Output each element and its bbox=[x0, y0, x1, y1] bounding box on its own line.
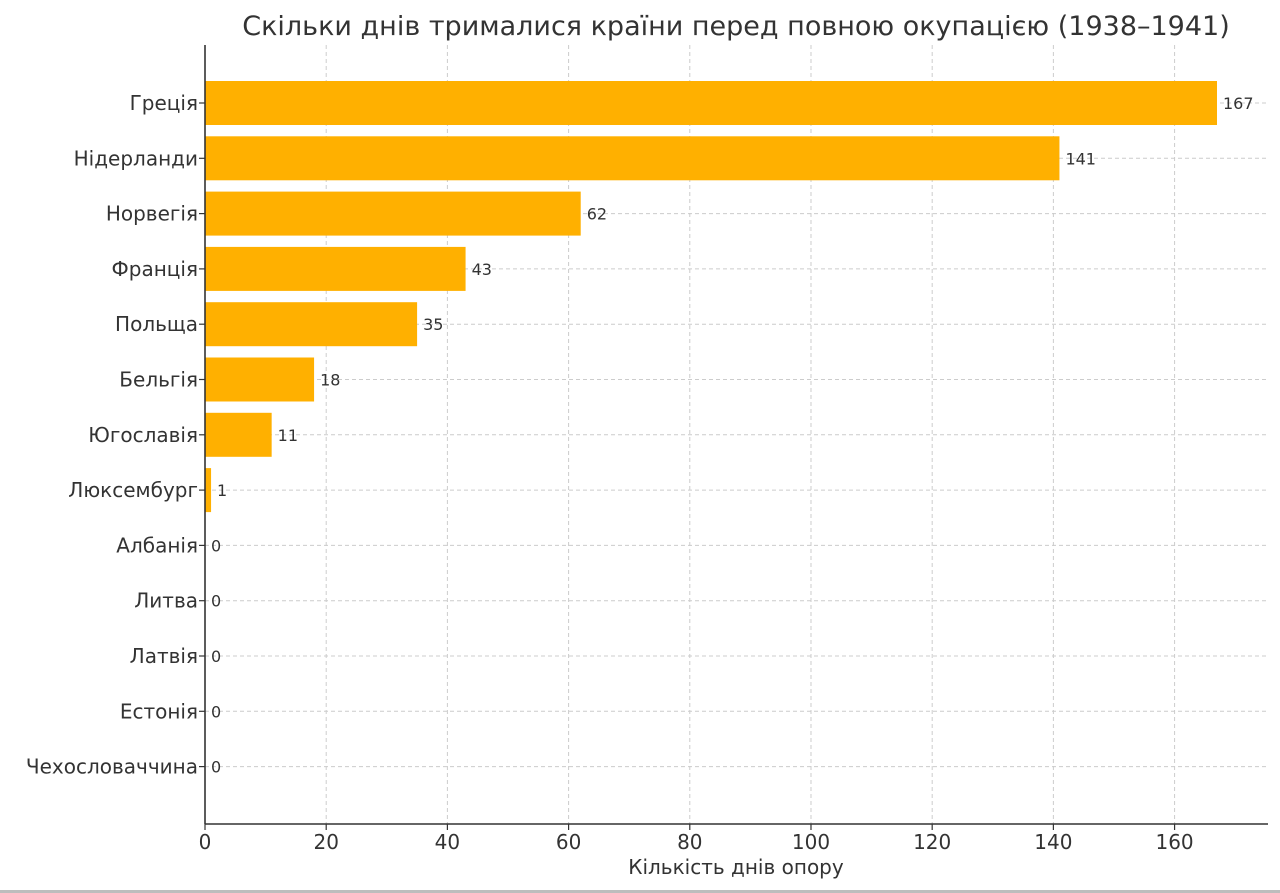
category-label: Франція bbox=[112, 257, 198, 281]
data-label: 0 bbox=[211, 758, 221, 777]
category-label: Латвія bbox=[130, 644, 198, 668]
data-label: 0 bbox=[211, 536, 221, 555]
x-tick-label: 0 bbox=[199, 830, 212, 854]
category-label: Норвегія bbox=[106, 202, 198, 226]
x-axis-label: Кількість днів опору bbox=[628, 855, 844, 879]
category-labels: Греція Нідерланди Норвегія Франція Польща Бел… bbox=[26, 91, 198, 779]
category-label: Естонія bbox=[120, 699, 198, 723]
bar bbox=[205, 191, 581, 236]
bars bbox=[205, 81, 1217, 513]
x-tick-label: 80 bbox=[677, 830, 702, 854]
x-tick-label: 140 bbox=[1034, 830, 1072, 854]
category-label: Албанія bbox=[116, 533, 198, 557]
bar bbox=[205, 81, 1217, 125]
bar bbox=[205, 246, 466, 291]
x-tick-label: 20 bbox=[313, 830, 338, 854]
data-label: 43 bbox=[472, 260, 492, 279]
x-tick-label: 60 bbox=[556, 830, 581, 854]
category-label: Чехословаччина bbox=[26, 755, 198, 779]
category-label: Греція bbox=[130, 91, 198, 115]
category-label: Нідерланди bbox=[74, 146, 198, 170]
category-label: Польща bbox=[115, 312, 198, 336]
category-label: Югославія bbox=[88, 423, 198, 447]
data-label: 141 bbox=[1065, 149, 1096, 168]
x-tick-label: 120 bbox=[913, 830, 951, 854]
data-label: 18 bbox=[320, 371, 340, 390]
x-tick-label: 100 bbox=[792, 830, 830, 854]
bar bbox=[205, 468, 212, 513]
bar bbox=[205, 136, 1060, 181]
x-tick-label: 160 bbox=[1155, 830, 1193, 854]
data-label: 35 bbox=[423, 315, 443, 334]
bottom-divider bbox=[0, 890, 1280, 893]
data-label: 0 bbox=[211, 702, 221, 721]
data-label: 167 bbox=[1223, 94, 1254, 113]
data-label: 0 bbox=[211, 647, 221, 666]
category-label: Люксембург bbox=[68, 478, 198, 502]
bar bbox=[205, 412, 272, 457]
data-label: 1 bbox=[217, 481, 227, 500]
category-label: Бельгія bbox=[119, 368, 198, 392]
x-tick-label: 40 bbox=[435, 830, 460, 854]
chart-title: Скільки днів трималися країни перед повн… bbox=[242, 11, 1230, 42]
bar bbox=[205, 357, 315, 402]
data-label: 11 bbox=[278, 426, 298, 445]
data-label: 0 bbox=[211, 592, 221, 611]
bar bbox=[205, 302, 418, 347]
x-ticks: 0 20 40 60 80 100 120 140 160 bbox=[199, 102, 1194, 854]
data-label: 62 bbox=[587, 205, 607, 224]
category-label: Литва bbox=[134, 589, 198, 613]
